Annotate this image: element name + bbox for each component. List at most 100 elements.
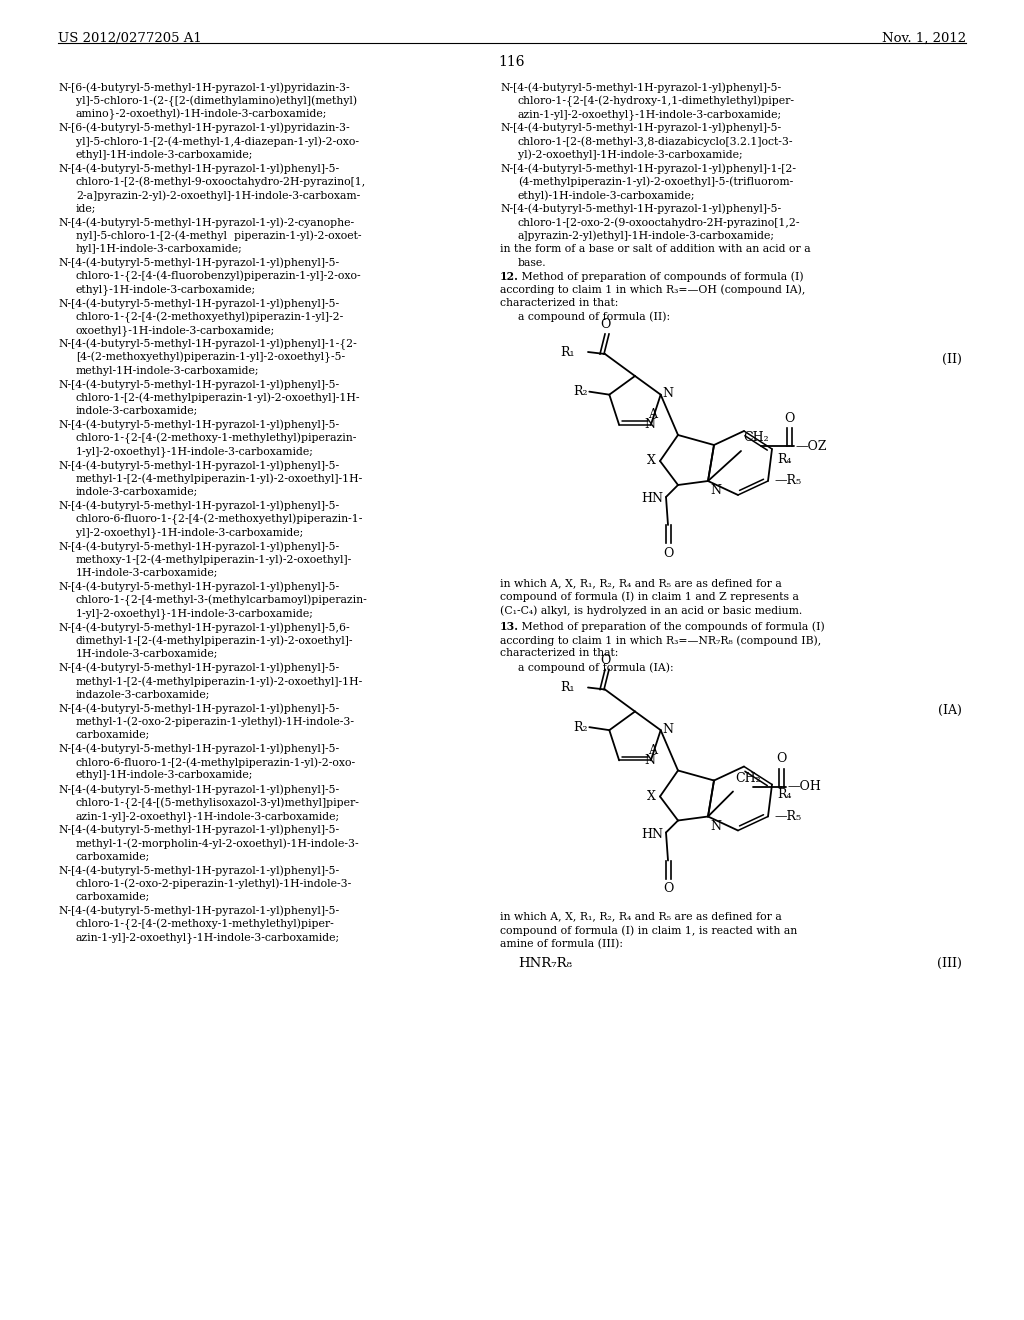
Text: N-[4-(4-butyryl-5-methyl-1H-pyrazol-1-yl)phenyl]-5-: N-[4-(4-butyryl-5-methyl-1H-pyrazol-1-yl… bbox=[58, 257, 339, 268]
Text: N: N bbox=[644, 418, 655, 432]
Text: N-[4-(4-butyryl-5-methyl-1H-pyrazol-1-yl)phenyl]-5-: N-[4-(4-butyryl-5-methyl-1H-pyrazol-1-yl… bbox=[58, 906, 339, 916]
Text: —R₅: —R₅ bbox=[774, 810, 801, 822]
Text: 1H-indole-3-carboxamide;: 1H-indole-3-carboxamide; bbox=[76, 568, 218, 578]
Text: 1H-indole-3-carboxamide;: 1H-indole-3-carboxamide; bbox=[76, 649, 218, 659]
Text: O: O bbox=[663, 883, 673, 895]
Text: R₄: R₄ bbox=[777, 453, 792, 466]
Text: hyl]-1H-indole-3-carboxamide;: hyl]-1H-indole-3-carboxamide; bbox=[76, 244, 243, 253]
Text: CH₂: CH₂ bbox=[743, 432, 769, 444]
Text: R₁: R₁ bbox=[560, 681, 575, 694]
Text: 1-yl]-2-oxoethyl}-1H-indole-3-carboxamide;: 1-yl]-2-oxoethyl}-1H-indole-3-carboxamid… bbox=[76, 609, 314, 619]
Text: N-[4-(4-butyryl-5-methyl-1H-pyrazol-1-yl)phenyl]-5-: N-[4-(4-butyryl-5-methyl-1H-pyrazol-1-yl… bbox=[58, 743, 339, 754]
Text: ethyl]-1H-indole-3-carboxamide;: ethyl]-1H-indole-3-carboxamide; bbox=[76, 771, 253, 780]
Text: N-[6-(4-butyryl-5-methyl-1H-pyrazol-1-yl)pyridazin-3-: N-[6-(4-butyryl-5-methyl-1H-pyrazol-1-yl… bbox=[58, 123, 349, 133]
Text: ethyl}-1H-indole-3-carboxamide;: ethyl}-1H-indole-3-carboxamide; bbox=[76, 285, 256, 296]
Text: methyl-1-(2-morpholin-4-yl-2-oxoethyl)-1H-indole-3-: methyl-1-(2-morpholin-4-yl-2-oxoethyl)-1… bbox=[76, 838, 359, 849]
Text: methyl-1-[2-(4-methylpiperazin-1-yl)-2-oxoethyl]-1H-: methyl-1-[2-(4-methylpiperazin-1-yl)-2-o… bbox=[76, 676, 364, 686]
Text: N-[4-(4-butyryl-5-methyl-1H-pyrazol-1-yl)phenyl]-5-: N-[4-(4-butyryl-5-methyl-1H-pyrazol-1-yl… bbox=[58, 704, 339, 714]
Text: O: O bbox=[663, 546, 673, 560]
Text: Method of preparation of compounds of formula (I): Method of preparation of compounds of fo… bbox=[518, 271, 804, 281]
Text: (II): (II) bbox=[942, 352, 962, 366]
Text: chloro-1-[2-(8-methyl-9-oxooctahydro-2H-pyrazino[1,: chloro-1-[2-(8-methyl-9-oxooctahydro-2H-… bbox=[76, 177, 367, 187]
Text: O: O bbox=[776, 752, 786, 766]
Text: chloro-1-[2-oxo-2-(9-oxooctahydro-2H-pyrazino[1,2-: chloro-1-[2-oxo-2-(9-oxooctahydro-2H-pyr… bbox=[518, 216, 801, 227]
Text: HNR₇R₈: HNR₇R₈ bbox=[518, 957, 572, 970]
Text: 116: 116 bbox=[499, 55, 525, 69]
Text: R₂: R₂ bbox=[572, 721, 588, 734]
Text: N-[4-(4-butyryl-5-methyl-1H-pyrazol-1-yl)phenyl]-5-: N-[4-(4-butyryl-5-methyl-1H-pyrazol-1-yl… bbox=[58, 298, 339, 309]
Text: N: N bbox=[644, 754, 655, 767]
Text: nyl]-5-chloro-1-[2-(4-methyl  piperazin-1-yl)-2-oxoet-: nyl]-5-chloro-1-[2-(4-methyl piperazin-1… bbox=[76, 231, 361, 242]
Text: HN: HN bbox=[641, 492, 663, 506]
Text: (IA): (IA) bbox=[938, 704, 962, 717]
Text: chloro-6-fluoro-1-[2-(4-methylpiperazin-1-yl)-2-oxo-: chloro-6-fluoro-1-[2-(4-methylpiperazin-… bbox=[76, 756, 356, 767]
Text: according to claim 1 in which R₃=—OH (compound IA),: according to claim 1 in which R₃=—OH (co… bbox=[500, 285, 805, 296]
Text: N-[6-(4-butyryl-5-methyl-1H-pyrazol-1-yl)pyridazin-3-: N-[6-(4-butyryl-5-methyl-1H-pyrazol-1-yl… bbox=[58, 82, 349, 92]
Text: N: N bbox=[663, 722, 674, 735]
Text: N: N bbox=[710, 820, 721, 833]
Text: —OH: —OH bbox=[787, 780, 821, 793]
Text: Method of preparation of the compounds of formula (I): Method of preparation of the compounds o… bbox=[518, 622, 824, 632]
Text: yl]-2-oxoethyl}-1H-indole-3-carboxamide;: yl]-2-oxoethyl}-1H-indole-3-carboxamide; bbox=[76, 528, 303, 539]
Text: N: N bbox=[663, 387, 674, 400]
Text: azin-1-yl]-2-oxoethyl}-1H-indole-3-carboxamide;: azin-1-yl]-2-oxoethyl}-1H-indole-3-carbo… bbox=[76, 932, 340, 944]
Text: N-[4-(4-butyryl-5-methyl-1H-pyrazol-1-yl)phenyl]-5-: N-[4-(4-butyryl-5-methyl-1H-pyrazol-1-yl… bbox=[58, 784, 339, 795]
Text: amino}-2-oxoethyl)-1H-indole-3-carboxamide;: amino}-2-oxoethyl)-1H-indole-3-carboxami… bbox=[76, 110, 328, 120]
Text: yl]-5-chloro-1-[2-(4-methyl-1,4-diazepan-1-yl)-2-oxo-: yl]-5-chloro-1-[2-(4-methyl-1,4-diazepan… bbox=[76, 136, 359, 147]
Text: ethyl)-1H-indole-3-carboxamide;: ethyl)-1H-indole-3-carboxamide; bbox=[518, 190, 695, 201]
Text: a compound of formula (II):: a compound of formula (II): bbox=[518, 312, 670, 322]
Text: ethyl]-1H-indole-3-carboxamide;: ethyl]-1H-indole-3-carboxamide; bbox=[76, 149, 253, 160]
Text: a compound of formula (IA):: a compound of formula (IA): bbox=[518, 663, 674, 673]
Text: X: X bbox=[647, 454, 656, 467]
Text: carboxamide;: carboxamide; bbox=[76, 851, 151, 862]
Text: chloro-1-{2-[4-(2-hydroxy-1,1-dimethylethyl)piper-: chloro-1-{2-[4-(2-hydroxy-1,1-dimethylet… bbox=[518, 95, 795, 107]
Text: methyl-1H-indole-3-carboxamide;: methyl-1H-indole-3-carboxamide; bbox=[76, 366, 259, 375]
Text: N-[4-(4-butyryl-5-methyl-1H-pyrazol-1-yl)-2-cyanophe-: N-[4-(4-butyryl-5-methyl-1H-pyrazol-1-yl… bbox=[58, 216, 354, 227]
Text: methyl-1-[2-(4-methylpiperazin-1-yl)-2-oxoethyl]-1H-: methyl-1-[2-(4-methylpiperazin-1-yl)-2-o… bbox=[76, 474, 364, 484]
Text: yl]-5-chloro-1-(2-{[2-(dimethylamino)ethyl](methyl): yl]-5-chloro-1-(2-{[2-(dimethylamino)eth… bbox=[76, 95, 357, 107]
Text: azin-1-yl]-2-oxoethyl}-1H-indole-3-carboxamide;: azin-1-yl]-2-oxoethyl}-1H-indole-3-carbo… bbox=[76, 810, 340, 822]
Text: R₂: R₂ bbox=[572, 385, 588, 399]
Text: A: A bbox=[648, 744, 657, 756]
Text: chloro-1-{2-[4-(2-methoxy-1-methylethyl)piperazin-: chloro-1-{2-[4-(2-methoxy-1-methylethyl)… bbox=[76, 433, 357, 445]
Text: US 2012/0277205 A1: US 2012/0277205 A1 bbox=[58, 32, 202, 45]
Text: N-[4-(4-butyryl-5-methyl-1H-pyrazol-1-yl)phenyl]-5-: N-[4-(4-butyryl-5-methyl-1H-pyrazol-1-yl… bbox=[500, 203, 781, 214]
Text: R₁: R₁ bbox=[560, 346, 575, 359]
Text: O: O bbox=[783, 412, 795, 425]
Text: according to claim 1 in which R₃=—NR₇R₈ (compound IB),: according to claim 1 in which R₃=—NR₇R₈ … bbox=[500, 635, 821, 645]
Text: amine of formula (III):: amine of formula (III): bbox=[500, 939, 623, 949]
Text: N-[4-(4-butyryl-5-methyl-1H-pyrazol-1-yl)phenyl]-5-: N-[4-(4-butyryl-5-methyl-1H-pyrazol-1-yl… bbox=[58, 379, 339, 389]
Text: N-[4-(4-butyryl-5-methyl-1H-pyrazol-1-yl)phenyl]-5-: N-[4-(4-butyryl-5-methyl-1H-pyrazol-1-yl… bbox=[58, 865, 339, 875]
Text: characterized in that:: characterized in that: bbox=[500, 298, 618, 308]
Text: yl)-2-oxoethyl]-1H-indole-3-carboxamide;: yl)-2-oxoethyl]-1H-indole-3-carboxamide; bbox=[518, 149, 742, 160]
Text: in which A, X, R₁, R₂, R₄ and R₅ are as defined for a: in which A, X, R₁, R₂, R₄ and R₅ are as … bbox=[500, 912, 781, 921]
Text: N-[4-(4-butyryl-5-methyl-1H-pyrazol-1-yl)phenyl]-5-: N-[4-(4-butyryl-5-methyl-1H-pyrazol-1-yl… bbox=[58, 825, 339, 836]
Text: chloro-1-{2-[4-(2-methoxyethyl)piperazin-1-yl]-2-: chloro-1-{2-[4-(2-methoxyethyl)piperazin… bbox=[76, 312, 344, 323]
Text: N-[4-(4-butyryl-5-methyl-1H-pyrazol-1-yl)phenyl]-1-{2-: N-[4-(4-butyryl-5-methyl-1H-pyrazol-1-yl… bbox=[58, 338, 356, 350]
Text: —R₅: —R₅ bbox=[774, 474, 801, 487]
Text: Nov. 1, 2012: Nov. 1, 2012 bbox=[882, 32, 966, 45]
Text: chloro-1-(2-oxo-2-piperazin-1-ylethyl)-1H-indole-3-: chloro-1-(2-oxo-2-piperazin-1-ylethyl)-1… bbox=[76, 879, 352, 890]
Text: 2-a]pyrazin-2-yl)-2-oxoethyl]-1H-indole-3-carboxam-: 2-a]pyrazin-2-yl)-2-oxoethyl]-1H-indole-… bbox=[76, 190, 360, 201]
Text: —OZ: —OZ bbox=[795, 440, 826, 453]
Text: N-[4-(4-butyryl-5-methyl-1H-pyrazol-1-yl)phenyl]-5-: N-[4-(4-butyryl-5-methyl-1H-pyrazol-1-yl… bbox=[500, 82, 781, 92]
Text: N-[4-(4-butyryl-5-methyl-1H-pyrazol-1-yl)phenyl]-5-: N-[4-(4-butyryl-5-methyl-1H-pyrazol-1-yl… bbox=[58, 582, 339, 593]
Text: methoxy-1-[2-(4-methylpiperazin-1-yl)-2-oxoethyl]-: methoxy-1-[2-(4-methylpiperazin-1-yl)-2-… bbox=[76, 554, 352, 565]
Text: chloro-6-fluoro-1-{2-[4-(2-methoxyethyl)piperazin-1-: chloro-6-fluoro-1-{2-[4-(2-methoxyethyl)… bbox=[76, 513, 364, 525]
Text: azin-1-yl]-2-oxoethyl}-1H-indole-3-carboxamide;: azin-1-yl]-2-oxoethyl}-1H-indole-3-carbo… bbox=[518, 110, 782, 120]
Text: N: N bbox=[710, 484, 721, 498]
Text: carboxamide;: carboxamide; bbox=[76, 892, 151, 902]
Text: chloro-1-[2-(8-methyl-3,8-diazabicyclo[3.2.1]oct-3-: chloro-1-[2-(8-methyl-3,8-diazabicyclo[3… bbox=[518, 136, 794, 147]
Text: oxoethyl}-1H-indole-3-carboxamide;: oxoethyl}-1H-indole-3-carboxamide; bbox=[76, 325, 275, 335]
Text: [4-(2-methoxyethyl)piperazin-1-yl]-2-oxoethyl}-5-: [4-(2-methoxyethyl)piperazin-1-yl]-2-oxo… bbox=[76, 352, 345, 363]
Text: N-[4-(4-butyryl-5-methyl-1H-pyrazol-1-yl)phenyl]-5-: N-[4-(4-butyryl-5-methyl-1H-pyrazol-1-yl… bbox=[58, 541, 339, 552]
Text: ide;: ide; bbox=[76, 203, 96, 214]
Text: a]pyrazin-2-yl)ethyl]-1H-indole-3-carboxamide;: a]pyrazin-2-yl)ethyl]-1H-indole-3-carbox… bbox=[518, 231, 775, 242]
Text: characterized in that:: characterized in that: bbox=[500, 648, 618, 659]
Text: N-[4-(4-butyryl-5-methyl-1H-pyrazol-1-yl)phenyl]-5-: N-[4-(4-butyryl-5-methyl-1H-pyrazol-1-yl… bbox=[500, 123, 781, 133]
Text: N-[4-(4-butyryl-5-methyl-1H-pyrazol-1-yl)phenyl]-5-: N-[4-(4-butyryl-5-methyl-1H-pyrazol-1-yl… bbox=[58, 663, 339, 673]
Text: chloro-1-{2-[4-(4-fluorobenzyl)piperazin-1-yl]-2-oxo-: chloro-1-{2-[4-(4-fluorobenzyl)piperazin… bbox=[76, 271, 361, 282]
Text: CH₂: CH₂ bbox=[735, 771, 761, 784]
Text: (C₁-C₄) alkyl, is hydrolyzed in an acid or basic medium.: (C₁-C₄) alkyl, is hydrolyzed in an acid … bbox=[500, 605, 802, 615]
Text: compound of formula (I) in claim 1, is reacted with an: compound of formula (I) in claim 1, is r… bbox=[500, 925, 798, 936]
